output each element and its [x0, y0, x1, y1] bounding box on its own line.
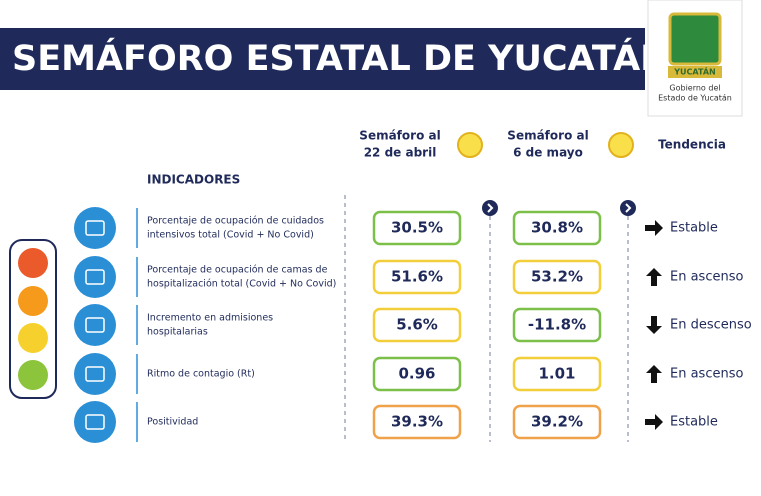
value-box: [512, 356, 602, 392]
trend-label: Estable: [670, 415, 718, 430]
indicator-label: Positividad: [147, 417, 198, 428]
indicator-label: Porcentaje de ocupación de cuidados: [147, 216, 324, 227]
light: [18, 323, 48, 353]
indicator-label: Porcentaje de ocupación de camas de: [147, 265, 328, 276]
column-header: Semáforo al: [507, 129, 588, 143]
column-header: 22 de abril: [364, 146, 437, 160]
light-icon: [608, 132, 634, 158]
indicator-label: hospitalarias: [147, 327, 208, 338]
header-band: [0, 28, 645, 90]
indicator-label: Incremento en admisiones: [147, 313, 273, 324]
value-box: [512, 404, 602, 440]
trend-label: En ascenso: [670, 270, 743, 285]
indicator-icon: [74, 304, 116, 346]
value-box: [512, 210, 602, 246]
chevron: [482, 200, 498, 216]
value: 30.5%: [391, 219, 443, 237]
value-box: [372, 307, 462, 343]
value: 39.2%: [531, 413, 583, 431]
rows: Porcentaje de ocupación de cuidados inten…: [74, 207, 752, 443]
value: 51.6%: [391, 268, 443, 286]
section-title: INDICADORES: [147, 173, 240, 187]
indicator-icon: [74, 207, 116, 249]
logo-shield: [668, 12, 722, 66]
light: [18, 286, 48, 316]
value: 0.96: [398, 365, 435, 383]
title: SEMÁFORO ESTATAL DE YUCATÁN: [12, 37, 669, 79]
chevron: [620, 200, 636, 216]
indicator-icon: [74, 401, 116, 443]
chevron: [625, 203, 632, 213]
light: [18, 248, 48, 278]
value: 30.8%: [531, 219, 583, 237]
trend-label: En descenso: [670, 318, 752, 333]
value-box: [372, 356, 462, 392]
trend-label: Estable: [670, 221, 718, 236]
indicator-label: intensivos total (Covid + No Covid): [147, 230, 314, 241]
trend-arrow: [646, 365, 662, 383]
logo-name: YUCATÁN: [673, 66, 715, 77]
value: 1.01: [538, 365, 575, 383]
chevron: [487, 203, 494, 213]
column-header: Tendencia: [658, 138, 726, 152]
trend-arrow: [646, 268, 662, 286]
column-header: Semáforo al: [359, 129, 440, 143]
traffic-light: [9, 239, 57, 399]
light-icon: [457, 132, 483, 158]
trend-arrow: [645, 414, 663, 430]
icon-glyph: [85, 269, 105, 285]
trend-arrow: [646, 316, 662, 334]
value-box: [372, 404, 462, 440]
value-box: [512, 307, 602, 343]
dividers: [344, 195, 629, 442]
logo-text: Estado de Yucatán: [658, 94, 732, 103]
value-box: [372, 259, 462, 295]
icon-glyph: [85, 366, 105, 382]
indicator-label: hospitalización total (Covid + No Covid): [147, 279, 336, 290]
trend-arrow: [645, 220, 663, 236]
light: [18, 360, 48, 390]
logo-text: Gobierno del: [669, 84, 720, 93]
icon-glyph: [85, 317, 105, 333]
value-box: [512, 259, 602, 295]
indicator-icon: [74, 256, 116, 298]
logo-banner: [668, 66, 722, 78]
value: 39.3%: [391, 413, 443, 431]
value-box: [372, 210, 462, 246]
value: -11.8%: [528, 316, 586, 334]
value: 53.2%: [531, 268, 583, 286]
icon-glyph: [85, 414, 105, 430]
icon-glyph: [85, 220, 105, 236]
trend-label: En ascenso: [670, 367, 743, 382]
indicator-icon: [74, 353, 116, 395]
indicator-label: Ritmo de contagio (Rt): [147, 369, 255, 380]
column-header: 6 de mayo: [513, 146, 583, 160]
value: 5.6%: [396, 316, 438, 334]
